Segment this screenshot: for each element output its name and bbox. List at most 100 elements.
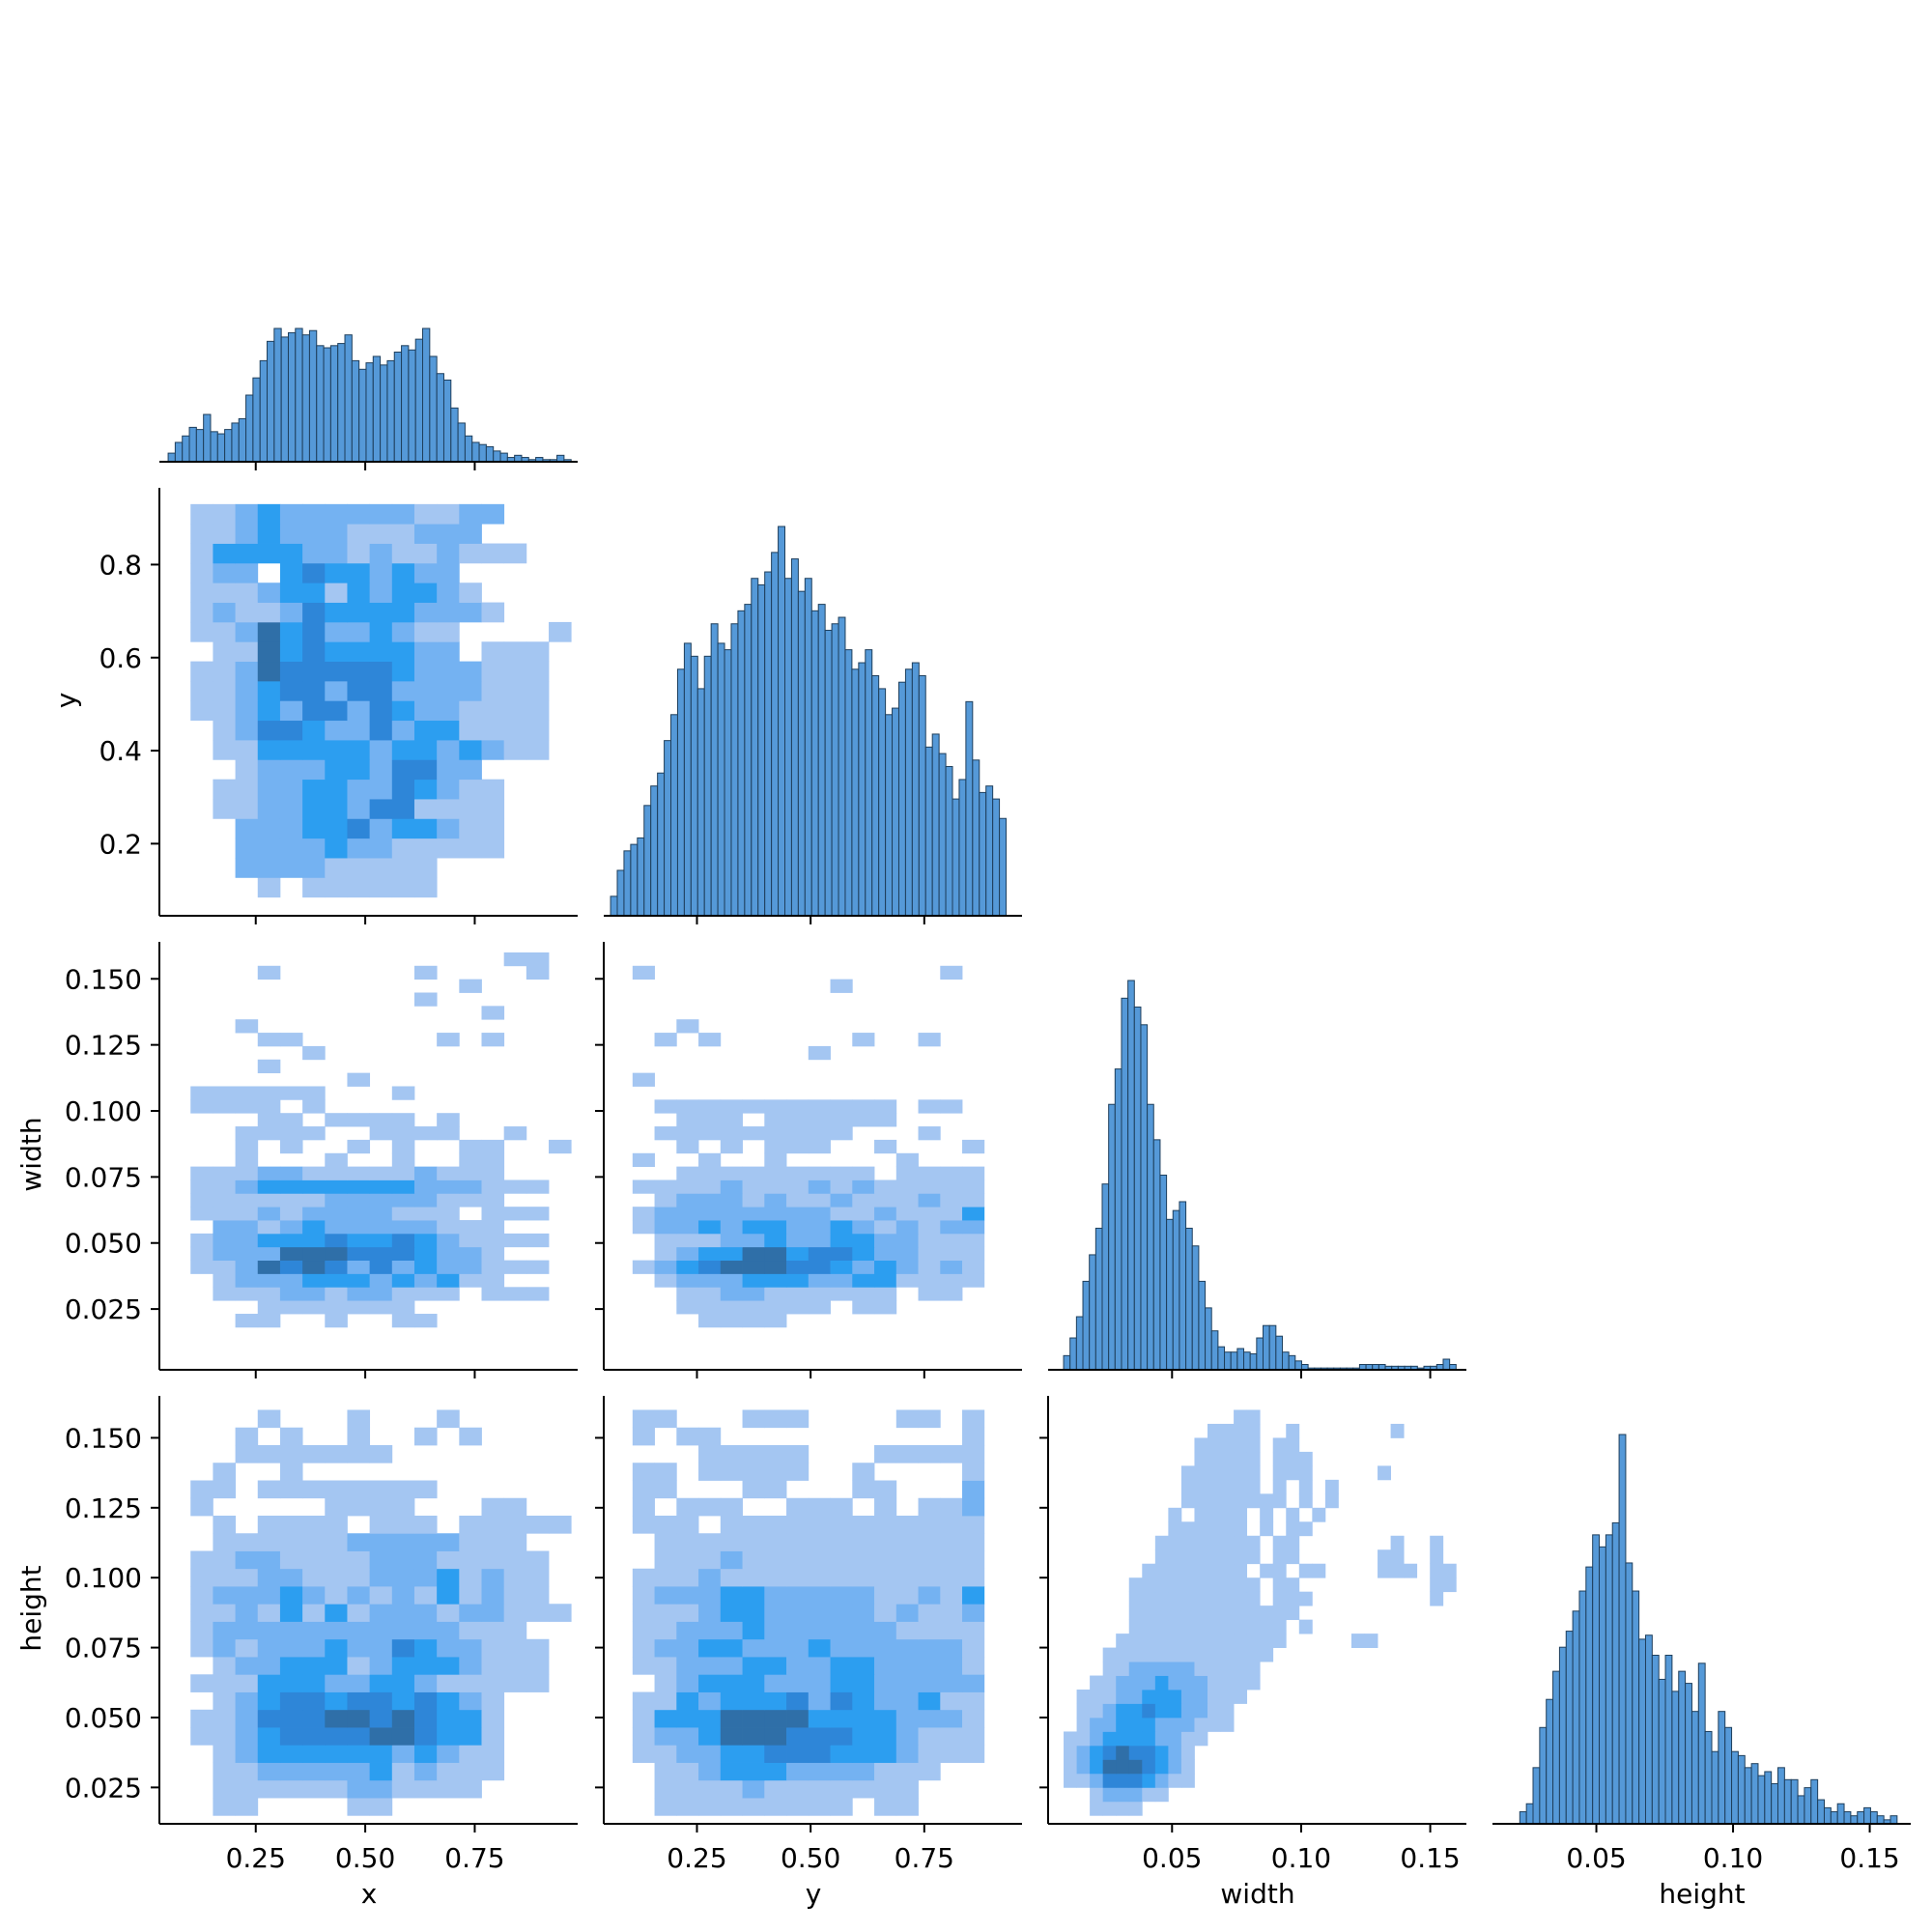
heatmap-cell [918, 1515, 941, 1534]
heatmap-cell [1168, 1535, 1182, 1550]
heatmap-cell [279, 1638, 303, 1658]
heatmap-cell [1180, 1493, 1195, 1509]
heatmap-cell [698, 1113, 722, 1127]
heatmap-cell [302, 1444, 326, 1463]
heatmap-cell [918, 1727, 941, 1746]
axes-width-width [1048, 1369, 1466, 1378]
heatmap-cell [786, 1497, 810, 1517]
heatmap-cell [962, 1604, 985, 1622]
heatmap-cell [764, 1533, 787, 1551]
heatmap-cell [874, 1798, 897, 1816]
heatmap-cell [257, 700, 281, 722]
heatmap-cell [742, 1300, 765, 1315]
heatmap-cell [235, 1314, 259, 1328]
heatmap-cell [698, 1300, 722, 1315]
histogram-bar [442, 379, 452, 463]
heatmap-cell [1208, 1675, 1221, 1690]
heatmap-cell [918, 1674, 941, 1692]
heatmap-cell [1142, 1675, 1156, 1690]
heatmap-cell [852, 1233, 875, 1248]
heatmap-cell [676, 1586, 699, 1605]
heatmap-cell [391, 582, 415, 603]
heatmap-cell [391, 739, 415, 760]
heatmap-cell [302, 1515, 326, 1534]
heatmap-cell [369, 779, 393, 800]
heatmap-cell [1090, 1675, 1104, 1690]
x-tick-label: 0.50 [335, 1842, 395, 1874]
heatmap-cell [437, 1220, 460, 1235]
heatmap-cell [235, 1287, 259, 1301]
heatmap-cell [503, 1233, 527, 1248]
heatmap-cell [1260, 1634, 1274, 1648]
heatmap-cell [918, 1099, 941, 1114]
heatmap-cell [503, 680, 527, 701]
heatmap-cell [302, 759, 326, 781]
histogram-y [610, 526, 1008, 917]
heatmap-cell [347, 1179, 371, 1194]
heatmap-cell [1154, 1619, 1169, 1634]
heatmap-cell [437, 543, 460, 564]
heatmap-cell [347, 1113, 371, 1127]
heatmap-cell [764, 1691, 787, 1711]
heatmap-cell [918, 1287, 941, 1301]
heatmap-cell [526, 739, 550, 760]
heatmap-cell [257, 1314, 281, 1328]
heatmap-cell [1390, 1535, 1405, 1550]
heatmap-cell [786, 1113, 810, 1127]
heatmap-cell [413, 759, 438, 781]
heatmap-cell [391, 1086, 415, 1100]
heatmap-cell [676, 1099, 699, 1114]
heatmap-cell [437, 1533, 460, 1551]
heatmap-cell [1260, 1563, 1274, 1578]
heatmap-cell [1246, 1549, 1261, 1565]
histogram-bar [650, 785, 659, 917]
heatmap-cell [391, 1300, 415, 1315]
heatmap-cell [347, 877, 371, 898]
heatmap-cell [481, 1586, 505, 1605]
heatmap-cell [830, 1638, 853, 1658]
heatmap-cell [1142, 1717, 1156, 1732]
heatmap-cell [257, 799, 281, 819]
heatmap-cell [369, 1207, 393, 1221]
heatmap-cell [347, 1193, 371, 1208]
heatmap-cell [190, 1260, 213, 1274]
histogram-bar [245, 394, 254, 463]
heatmap-cell [302, 524, 326, 544]
histogram-bar [1823, 1806, 1832, 1825]
heatmap-cell [257, 661, 281, 682]
heatmap-cell [1220, 1479, 1235, 1494]
heatmap-cell [347, 1586, 371, 1605]
heatmap-cell [459, 1427, 482, 1446]
heatmap-cell [1128, 1690, 1143, 1704]
heatmap-cell [257, 1657, 281, 1675]
histogram-bar [1850, 1815, 1859, 1825]
heatmap-cell [413, 1220, 438, 1235]
heatmap-cell [302, 543, 326, 564]
heatmap-cell [830, 1727, 853, 1746]
heatmap-cell [279, 1033, 303, 1047]
heatmap-cell [720, 1638, 743, 1658]
heatmap-cell [940, 1444, 963, 1463]
heatmap-cell [459, 1621, 482, 1640]
heatmap-cell [1246, 1451, 1261, 1466]
heatmap-cell [413, 720, 438, 741]
heatmap-cell [325, 582, 348, 603]
heatmap-cell [1142, 1634, 1156, 1648]
heatmap-cell [257, 1586, 281, 1605]
heatmap-cell [698, 1207, 722, 1221]
heatmap-cell [940, 1497, 963, 1517]
heatmap-cell [279, 858, 303, 878]
histogram-bar [757, 583, 766, 917]
heatmap-cell [391, 1727, 415, 1746]
heatmap-cell [874, 1287, 897, 1301]
heatmap-cell [413, 1533, 438, 1551]
heatmap-cell [676, 1798, 699, 1816]
heatmap-cell [391, 1207, 415, 1221]
heatmap-cell [257, 1568, 281, 1587]
heatmap-cell [720, 1444, 743, 1463]
heatmap-cell [1298, 1521, 1313, 1537]
heatmap-cell [940, 1604, 963, 1622]
heatmap-cell [1076, 1690, 1091, 1704]
heatmap-cell [526, 1586, 550, 1605]
heatmap-cell [190, 1604, 213, 1622]
